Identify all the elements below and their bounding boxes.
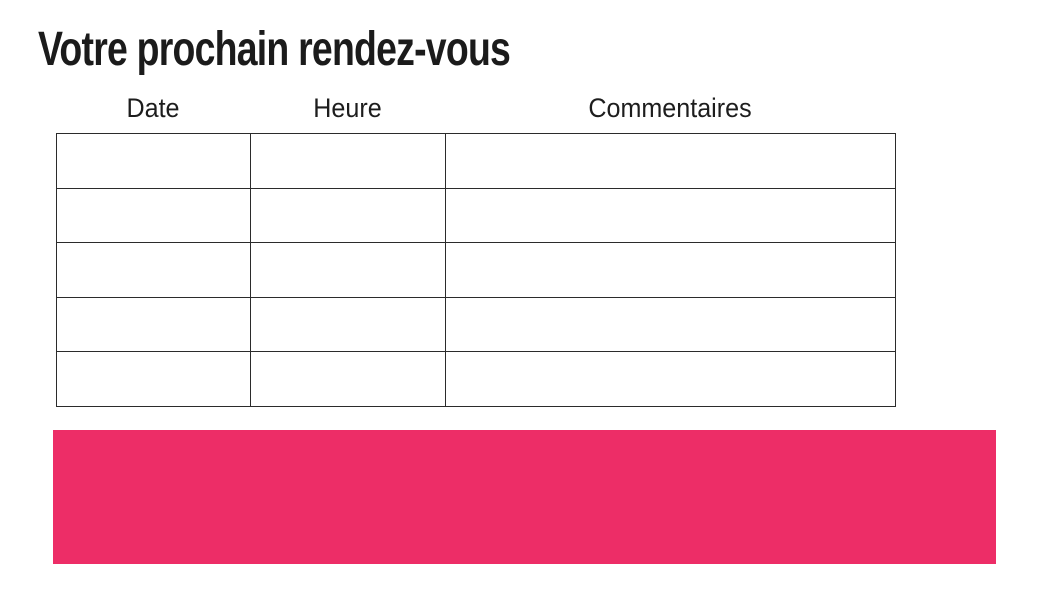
table-cell xyxy=(445,187,896,244)
table-cell xyxy=(445,133,896,189)
table-cell xyxy=(56,242,251,298)
table-cell xyxy=(445,351,896,407)
table-cell xyxy=(250,133,446,189)
table-cell xyxy=(250,296,446,353)
table-cell xyxy=(56,351,251,407)
table-cell xyxy=(250,242,446,298)
appointments-table-body xyxy=(56,133,896,407)
column-header-heure: Heure xyxy=(313,93,382,123)
page-title: Votre prochain rendez-vous xyxy=(38,23,511,76)
table-cell xyxy=(56,133,251,189)
table-row xyxy=(56,296,896,353)
table-cell xyxy=(56,187,251,244)
pink-banner xyxy=(53,430,996,564)
column-header-commentaires: Commentaires xyxy=(588,93,752,123)
table-cell xyxy=(250,187,446,244)
table-cell xyxy=(445,296,896,353)
table-row xyxy=(56,133,896,189)
table-row xyxy=(56,187,896,244)
table-cell xyxy=(445,242,896,298)
table-cell xyxy=(56,296,251,353)
table-cell xyxy=(250,351,446,407)
table-row xyxy=(56,242,896,298)
column-header-date: Date xyxy=(126,93,180,123)
table-row xyxy=(56,351,896,407)
table-column-headers: Date Heure Commentaires xyxy=(56,92,895,124)
appointments-table xyxy=(56,133,896,407)
